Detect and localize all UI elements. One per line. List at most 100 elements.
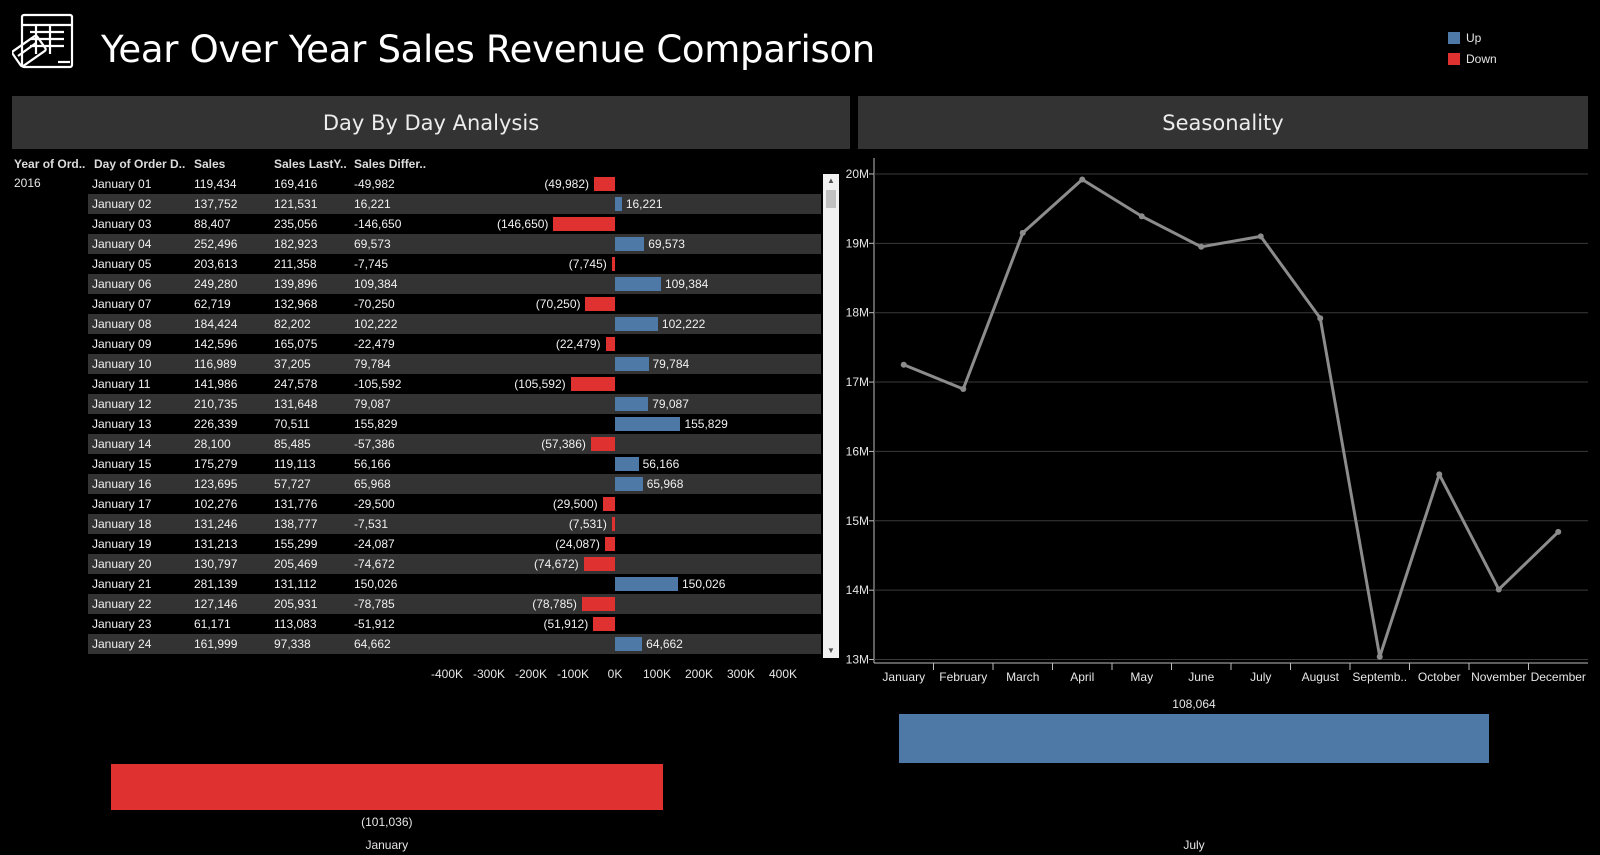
table-row[interactable]: January 11 141,986 247,578 -105,592 (105,592… xyxy=(88,374,821,394)
difference-bar[interactable] xyxy=(615,397,649,411)
difference-bar[interactable] xyxy=(615,637,643,651)
difference-bar[interactable] xyxy=(615,417,681,431)
difference-bar[interactable] xyxy=(615,317,658,331)
scrollbar-thumb[interactable] xyxy=(826,190,836,208)
difference-bar-label: 69,573 xyxy=(648,237,685,251)
cell-sales-difference: -70,250 xyxy=(354,297,395,311)
table-row[interactable]: January 15 175,279 119,113 56,166 56,166 xyxy=(88,454,821,474)
table-row[interactable]: January 09 142,596 165,075 -22,479 (22,479) xyxy=(88,334,821,354)
cell-sales: 141,986 xyxy=(194,377,238,391)
difference-bar[interactable] xyxy=(585,297,615,311)
table-scrollbar[interactable]: ▲ ▼ xyxy=(823,174,839,658)
seasonality-point xyxy=(1257,233,1264,240)
table-row[interactable]: January 08 184,424 82,202 102,222 102,222 xyxy=(88,314,821,334)
difference-bar[interactable] xyxy=(611,517,615,531)
bar-july[interactable] xyxy=(899,714,1489,763)
table-row[interactable]: January 24 161,999 97,338 64,662 64,662 xyxy=(88,634,821,654)
cell-day: January 16 xyxy=(92,477,152,491)
table-row[interactable]: January 14 28,100 85,485 -57,386 (57,386) xyxy=(88,434,821,454)
legend-item-down[interactable]: Down xyxy=(1448,48,1497,69)
cell-sales-difference: 56,166 xyxy=(354,457,391,471)
difference-bar[interactable] xyxy=(611,257,615,271)
table-row[interactable]: January 02 137,752 121,531 16,221 16,221 xyxy=(88,194,821,214)
cell-sales-last-year: 82,202 xyxy=(274,317,311,331)
difference-bar[interactable] xyxy=(594,177,615,191)
column-header-year[interactable]: Year of Ord.. xyxy=(14,157,86,171)
cell-sales-difference: -7,531 xyxy=(354,517,389,531)
cell-sales-difference: 150,026 xyxy=(354,577,398,591)
cell-sales-last-year: 131,776 xyxy=(274,497,318,511)
table-row[interactable]: January 17 102,276 131,776 -29,500 (29,500) xyxy=(88,494,821,514)
table-row[interactable]: January 13 226,339 70,511 155,829 155,829 xyxy=(88,414,821,434)
table-row[interactable]: January 05 203,613 211,358 -7,745 (7,745) xyxy=(88,254,821,274)
seasonality-point xyxy=(1555,528,1562,535)
table-row[interactable]: January 03 88,407 235,056 -146,650 (146,650) xyxy=(88,214,821,234)
day-table[interactable]: January 01 119,434 169,416 -49,982 (49,982) J… xyxy=(88,174,821,658)
difference-bar[interactable] xyxy=(615,197,622,211)
cell-sales: 161,999 xyxy=(194,637,238,651)
cell-sales: 203,613 xyxy=(194,257,238,271)
difference-bar[interactable] xyxy=(590,437,615,451)
cell-day: January 13 xyxy=(92,417,152,431)
column-header-sales-last-year[interactable]: Sales LastY.. xyxy=(274,157,347,171)
table-row[interactable]: January 18 131,246 138,777 -7,531 (7,531) xyxy=(88,514,821,534)
difference-bar[interactable] xyxy=(615,577,678,591)
difference-bar-label: (105,592) xyxy=(514,377,566,391)
difference-bar[interactable] xyxy=(615,357,649,371)
difference-bar[interactable] xyxy=(615,277,661,291)
table-row[interactable]: January 22 127,146 205,931 -78,785 (78,785) xyxy=(88,594,821,614)
cell-sales-last-year: 235,056 xyxy=(274,217,318,231)
seasonality-x-tick: April xyxy=(1070,670,1094,684)
cell-sales-difference: -78,785 xyxy=(354,597,395,611)
seasonality-y-tick: 16M xyxy=(846,444,869,458)
difference-bar[interactable] xyxy=(604,537,615,551)
cell-sales-last-year: 138,777 xyxy=(274,517,318,531)
table-row[interactable]: January 01 119,434 169,416 -49,982 (49,982) xyxy=(88,174,821,194)
cell-day: January 18 xyxy=(92,517,152,531)
table-row[interactable]: January 19 131,213 155,299 -24,087 (24,087) xyxy=(88,534,821,554)
table-row[interactable]: January 16 123,695 57,727 65,968 65,968 xyxy=(88,474,821,494)
difference-bar[interactable] xyxy=(605,337,615,351)
difference-bar-label: 79,784 xyxy=(652,357,690,371)
difference-bar[interactable] xyxy=(581,597,615,611)
difference-bar[interactable] xyxy=(553,217,615,231)
column-header-sales[interactable]: Sales xyxy=(194,157,226,171)
cell-sales-difference: -51,912 xyxy=(354,617,395,631)
table-row[interactable]: January 23 61,171 113,083 -51,912 (51,912) xyxy=(88,614,821,634)
difference-bar[interactable] xyxy=(615,477,643,491)
difference-bar[interactable] xyxy=(593,617,615,631)
cell-sales-last-year: 169,416 xyxy=(274,177,318,191)
difference-bar-label: 56,166 xyxy=(642,457,680,471)
table-row[interactable]: January 20 130,797 205,469 -74,672 (74,672) xyxy=(88,554,821,574)
difference-bar[interactable] xyxy=(615,237,645,251)
year-value: 2016 xyxy=(14,176,41,190)
scroll-up-icon[interactable]: ▲ xyxy=(827,176,835,185)
cell-sales-last-year: 165,075 xyxy=(274,337,318,351)
column-header-sales-difference[interactable]: Sales Differ.. xyxy=(354,157,427,171)
difference-bar[interactable] xyxy=(615,457,639,471)
difference-bar[interactable] xyxy=(583,557,615,571)
table-row[interactable]: January 10 116,989 37,205 79,784 79,784 xyxy=(88,354,821,374)
difference-bar-label: 109,384 xyxy=(664,277,709,291)
table-row[interactable]: January 07 62,719 132,968 -70,250 (70,250) xyxy=(88,294,821,314)
difference-bar-label: 65,968 xyxy=(646,477,684,491)
cell-sales-last-year: 205,931 xyxy=(274,597,318,611)
table-row[interactable]: January 06 249,280 139,896 109,384 109,384 xyxy=(88,274,821,294)
cell-sales-difference: 109,384 xyxy=(354,277,398,291)
legend-item-up[interactable]: Up xyxy=(1448,27,1497,48)
cell-sales: 252,496 xyxy=(194,237,238,251)
bar-january[interactable] xyxy=(111,764,663,810)
scroll-down-icon[interactable]: ▼ xyxy=(827,646,835,655)
difference-bar-label: (70,250) xyxy=(535,297,581,311)
difference-bar[interactable] xyxy=(570,377,615,391)
seasonality-x-tick: February xyxy=(939,670,987,684)
table-row[interactable]: January 12 210,735 131,648 79,087 79,087 xyxy=(88,394,821,414)
table-row[interactable]: January 21 281,139 131,112 150,026 150,026 xyxy=(88,574,821,594)
difference-axis-tick: -200K xyxy=(514,667,548,681)
cell-sales-last-year: 97,338 xyxy=(274,637,311,651)
difference-bar[interactable] xyxy=(602,497,615,511)
column-header-day[interactable]: Day of Order D.. xyxy=(94,157,186,171)
table-row[interactable]: January 04 252,496 182,923 69,573 69,573 xyxy=(88,234,821,254)
cell-day: January 19 xyxy=(92,537,152,551)
cell-sales: 175,279 xyxy=(194,457,238,471)
